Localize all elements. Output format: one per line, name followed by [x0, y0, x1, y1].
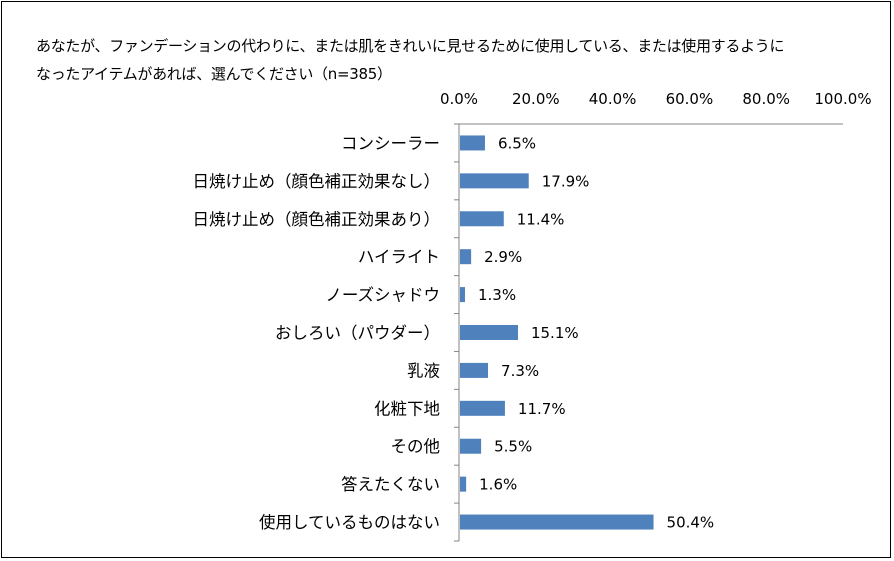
data-label: 11.4% [517, 210, 565, 228]
category-label: 日焼け止め（顔色補正効果なし） [193, 172, 441, 191]
data-label: 17.9% [542, 172, 590, 190]
category-label: 答えたくない [341, 475, 440, 494]
bar [460, 325, 518, 340]
bar [460, 514, 654, 530]
x-tick-label: 100.0% [814, 90, 871, 108]
data-label: 1.3% [478, 286, 516, 304]
bar [460, 400, 505, 416]
category-label: 化粧下地 [374, 399, 440, 418]
category-label: 日焼け止め（顔色補正効果あり） [193, 210, 441, 229]
bar [460, 287, 465, 303]
bar [460, 438, 482, 454]
data-label: 2.9% [484, 248, 522, 266]
x-tick-label: 80.0% [742, 90, 790, 108]
x-tick-label: 40.0% [589, 90, 637, 108]
bar [460, 362, 489, 378]
data-label: 6.5% [498, 134, 536, 152]
data-label: 1.6% [479, 476, 517, 494]
bar [460, 211, 504, 227]
category-label: ハイライト [358, 248, 440, 267]
data-label: 5.5% [494, 438, 532, 456]
x-tick-label: 20.0% [512, 90, 560, 108]
data-label: 7.3% [501, 362, 539, 380]
bar [460, 135, 485, 151]
category-label: コンシーラー [341, 134, 440, 153]
chart-title: あなたが、ファンデーションの代わりに、または肌をきれいに見せるために使用している… [36, 37, 785, 83]
data-label: 11.7% [518, 400, 566, 418]
category-label: ノーズシャドウ [325, 286, 440, 305]
category-label: 使用しているものはない [259, 513, 440, 532]
x-tick-label: 60.0% [666, 90, 714, 108]
data-label: 50.4% [667, 514, 715, 532]
x-tick-label: 0.0% [440, 90, 478, 108]
bar [460, 173, 529, 189]
bar [460, 476, 467, 492]
category-label: その他 [391, 437, 441, 456]
data-label: 15.1% [531, 324, 579, 342]
category-label: おしろい（パウダー） [275, 324, 440, 343]
bar [460, 249, 472, 265]
category-label: 乳液 [407, 361, 440, 380]
